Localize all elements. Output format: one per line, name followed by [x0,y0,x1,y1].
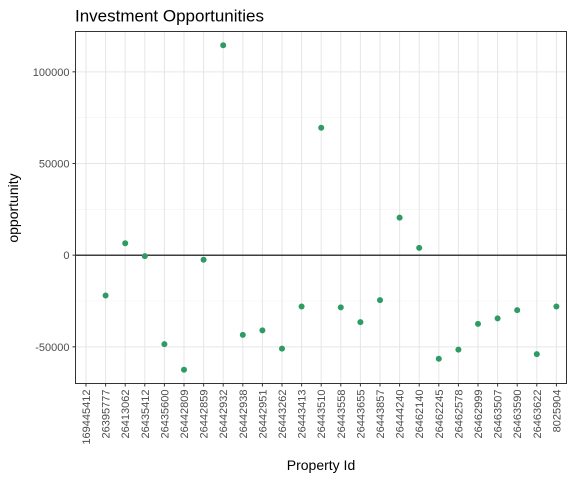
x-tick-label: 26413062 [120,390,132,439]
data-points [102,42,560,373]
x-tick-label: 26442951 [257,390,269,439]
y-axis: -50000 0 50000 100000 [33,67,76,354]
x-tick-label: 26435412 [140,390,152,439]
data-point [435,355,442,362]
x-tick-label: 26435600 [159,390,171,439]
data-point [455,346,462,353]
data-point [475,320,481,327]
data-point [553,303,560,310]
x-tick-label: 26443558 [336,390,348,439]
x-tick-label: 26442938 [238,390,250,439]
x-tick-label: 26462140 [414,390,426,439]
x-tick-label: 26442859 [199,390,211,439]
x-tick-label: 26442809 [179,390,191,439]
x-tick-label: 26443857 [375,390,387,439]
data-point [298,303,305,310]
data-point [416,244,423,251]
chart-title: Investment Opportunities [75,7,264,26]
y-axis-title: opportunity [5,173,21,242]
x-tick-label: 26442932 [218,390,230,439]
x-tick-label: 26443655 [355,390,367,439]
data-point [122,240,129,247]
data-point [318,124,325,131]
x-tick-label: 26443262 [277,390,289,439]
grid [75,31,567,384]
x-tick-label: 169445412 [81,390,93,445]
x-tick-label: 26395777 [101,390,113,439]
data-point [279,345,285,352]
data-point [533,351,540,358]
x-tick-label: 26463507 [493,390,505,439]
x-tick-label: 26443413 [297,390,309,439]
x-tick-label: 26463622 [532,390,544,439]
x-tick-label: 8025904 [551,390,563,433]
x-tick-label: 26462578 [453,390,465,439]
data-point [259,327,266,334]
x-tick-label: 26444240 [395,390,407,439]
data-point [102,292,109,299]
y-tick-label: 50000 [39,159,70,171]
x-tick-label: 26463590 [512,390,524,439]
y-tick-label: 100000 [33,67,70,79]
x-tick-label: 26462999 [473,390,485,439]
data-point [337,304,344,311]
data-point [200,256,207,263]
data-point [141,253,148,260]
data-point [220,42,227,49]
x-tick-label: 26443510 [316,390,328,439]
data-point [239,331,246,338]
data-point [181,366,187,373]
data-point [514,307,521,314]
data-point [494,315,501,322]
data-point [377,297,383,304]
data-point [161,341,168,348]
data-point [357,319,364,326]
x-axis-title: Property Id [287,457,355,473]
x-axis: 169445412 26395777 26413062 26435412 2643560… [81,383,563,445]
data-point [396,214,403,221]
y-tick-label: -50000 [35,342,69,354]
x-tick-label: 26462245 [434,390,446,439]
y-tick-label: 0 [63,250,69,262]
